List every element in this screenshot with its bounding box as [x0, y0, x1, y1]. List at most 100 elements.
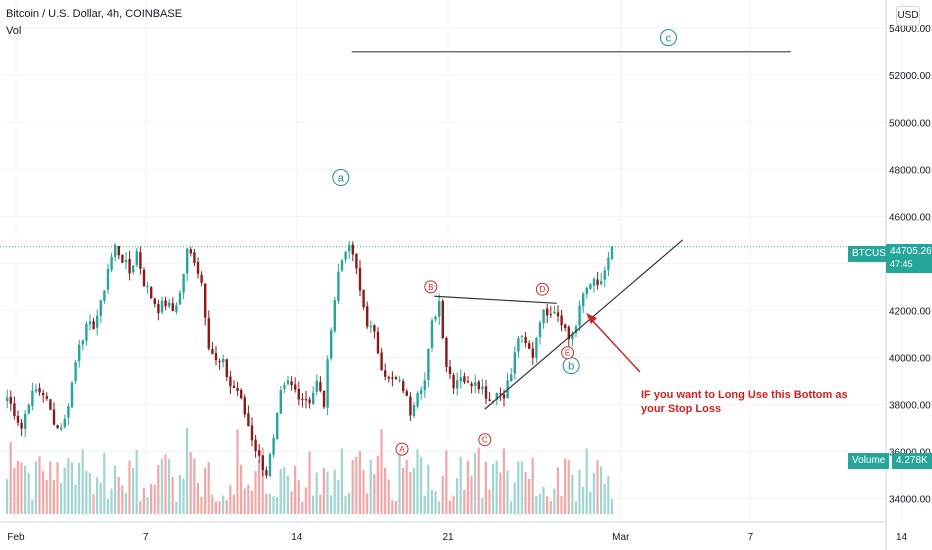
- volume-bar: [153, 484, 156, 514]
- candle-body: [13, 403, 16, 417]
- candle-body: [171, 303, 174, 311]
- volume-bar: [459, 456, 462, 514]
- volume-bar: [340, 448, 343, 514]
- volume-bar: [344, 495, 347, 514]
- volume-bar: [520, 461, 523, 514]
- candle-body: [67, 406, 70, 418]
- volume-bar: [27, 472, 30, 514]
- candle-body: [304, 399, 308, 401]
- y-tick-label: 48000.00: [889, 165, 931, 176]
- candle-body: [128, 259, 131, 274]
- candle-body: [85, 324, 88, 341]
- candle-body: [438, 301, 441, 317]
- volume-bar: [121, 485, 124, 514]
- volume-bar: [63, 467, 66, 514]
- volume-bar: [384, 467, 387, 514]
- candle-body: [121, 255, 124, 263]
- stop-loss-note-line2: your Stop Loss: [641, 403, 722, 415]
- candle-body: [63, 418, 66, 427]
- volume-bar: [85, 470, 88, 514]
- candle-body: [571, 334, 574, 340]
- currency-button[interactable]: USD: [896, 6, 920, 26]
- candle-body: [463, 376, 466, 383]
- volume-bar: [31, 500, 34, 514]
- volume-bar: [193, 458, 196, 514]
- candle-body: [268, 454, 272, 477]
- candle-body: [607, 257, 610, 271]
- x-tick-label: 21: [442, 532, 454, 543]
- wave-circle: [478, 433, 492, 447]
- candle-body: [272, 437, 275, 455]
- volume-bar: [366, 493, 369, 514]
- volume-bar: [531, 457, 534, 514]
- x-tick-label: Mar: [612, 532, 630, 543]
- candle-body: [106, 269, 110, 290]
- volume-bar: [222, 495, 225, 514]
- volume-bar: [456, 478, 459, 514]
- volume-bar: [160, 459, 163, 514]
- volume-bar: [502, 448, 505, 514]
- candle-body: [330, 330, 333, 359]
- volume-bar: [99, 483, 102, 514]
- volume-bar: [348, 492, 351, 514]
- candle-body: [42, 392, 45, 396]
- volume-bar: [423, 495, 426, 514]
- stop-loss-arrow: [589, 317, 641, 373]
- volume-bar: [330, 495, 333, 514]
- volume-bar: [402, 467, 405, 514]
- wave-circle: [332, 169, 350, 187]
- volume-bar: [592, 472, 595, 514]
- candle-body: [387, 376, 390, 379]
- candle-body: [52, 409, 56, 425]
- volume-bar: [412, 467, 415, 514]
- candle-body: [610, 246, 614, 259]
- candle-body: [535, 337, 538, 358]
- candle-body: [49, 399, 52, 410]
- candle-body: [103, 290, 106, 302]
- volume-bar: [16, 460, 19, 514]
- candle-body: [481, 386, 484, 390]
- y-tick-label: 52000.00: [889, 71, 931, 82]
- volume-bar: [261, 447, 264, 514]
- volume-bar: [394, 501, 397, 514]
- volume-bar: [337, 479, 340, 514]
- candle-body: [99, 300, 102, 316]
- volume-bar: [427, 464, 430, 514]
- candle-body: [441, 300, 444, 338]
- candle-body: [258, 450, 261, 456]
- candle-body: [358, 267, 362, 291]
- candle-body: [322, 390, 326, 408]
- volume-bar: [315, 472, 318, 514]
- volume-bar: [528, 478, 531, 514]
- volume-bar: [448, 500, 451, 514]
- volume-bar: [128, 460, 131, 514]
- candle-body: [81, 340, 84, 345]
- candle-body: [326, 359, 329, 408]
- volume-bar: [225, 500, 228, 514]
- candle-body: [204, 283, 207, 318]
- candle-body: [452, 375, 455, 389]
- candle-body: [164, 300, 167, 307]
- volume-bar: [358, 450, 361, 514]
- candle-body: [117, 246, 120, 256]
- triangle-top: [434, 295, 557, 304]
- volume-bar: [438, 501, 441, 514]
- volume-bar: [103, 452, 106, 514]
- volume-bar: [117, 476, 120, 514]
- volume-indicator-label[interactable]: Vol: [6, 25, 22, 37]
- candle-body: [369, 325, 372, 328]
- candle-body: [488, 399, 491, 401]
- volume-bar: [420, 456, 423, 514]
- volume-bar: [52, 479, 55, 514]
- volume-bar: [150, 483, 153, 514]
- volume-bar: [549, 500, 552, 514]
- volume-bar: [74, 484, 77, 514]
- candle-body: [265, 469, 268, 476]
- candle-body: [484, 386, 488, 399]
- volume-bar: [204, 467, 207, 514]
- volume-bar: [265, 493, 268, 514]
- wave-label: C: [482, 436, 488, 445]
- volume-bar: [304, 487, 307, 514]
- candle-body: [186, 248, 189, 274]
